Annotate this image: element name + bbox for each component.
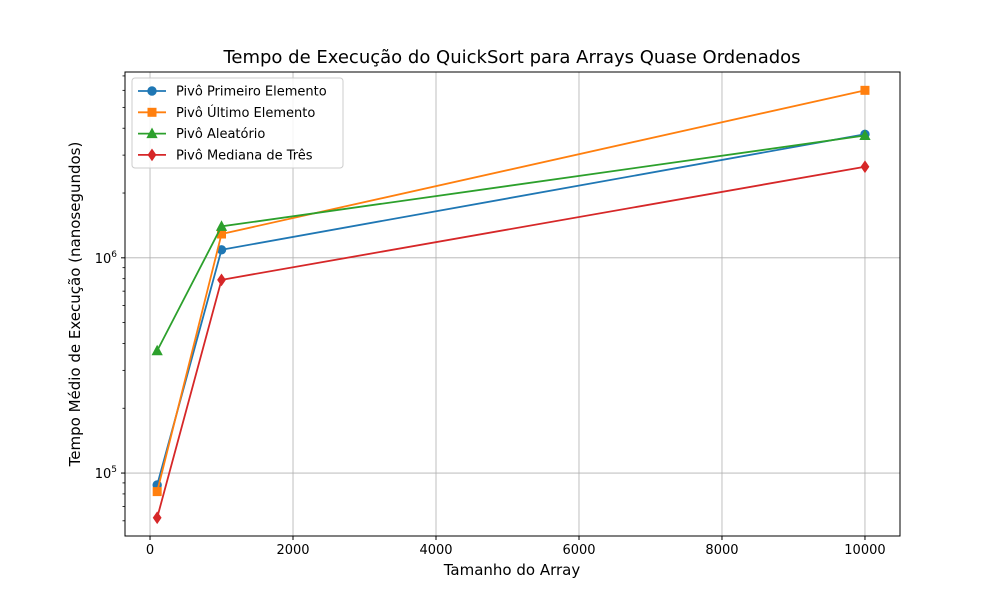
ticks: 0 2000 4000 6000 8000 10000 105 106 [95,75,886,558]
series-3 [151,129,871,356]
chart-title: Tempo de Execução do QuickSort para Arra… [222,47,800,68]
data-point [152,487,162,497]
data-point [860,85,870,95]
legend-marker [147,148,157,162]
series-layer [151,85,871,525]
x-tick-label: 0 [146,543,154,558]
legend: Pivô Primeiro Elemento Pivô Último Elemen… [131,77,344,169]
y-tick-label: 106 [95,250,118,267]
data-point [217,273,226,287]
x-tick-label: 8000 [705,543,738,558]
data-point [859,129,871,141]
y-tick-label: 105 [95,465,117,482]
y-axis-label: Tempo Médio de Execução (nanosegundos) [66,142,84,468]
x-axis-label: Tamanho do Array [443,561,581,579]
legend-item: Pivô Aleatório [138,127,265,142]
legend-label: Pivô Primeiro Elemento [176,85,327,100]
legend-item: Pivô Primeiro Elemento [138,85,327,100]
legend-marker [147,86,157,96]
data-point [151,344,163,356]
series-2 [152,85,870,497]
legend-label: Pivô Aleatório [176,127,265,142]
x-tick-label: 6000 [562,543,595,558]
legend-label: Pivô Mediana de Três [176,148,313,163]
legend-item: Pivô Mediana de Três [138,148,313,163]
legend-marker [147,107,157,117]
legend-label: Pivô Último Elemento [176,105,315,121]
legend-marker [146,127,158,139]
plot-frame [124,71,901,537]
legend-item: Pivô Último Elemento [138,105,315,121]
data-point [215,220,228,231]
data-point [860,160,870,174]
data-point [152,511,162,525]
series-4 [152,160,870,525]
legend-box [131,77,344,169]
x-tick-label: 10000 [844,543,885,558]
x-tick-label: 4000 [419,543,452,558]
x-tick-label: 2000 [276,543,309,558]
